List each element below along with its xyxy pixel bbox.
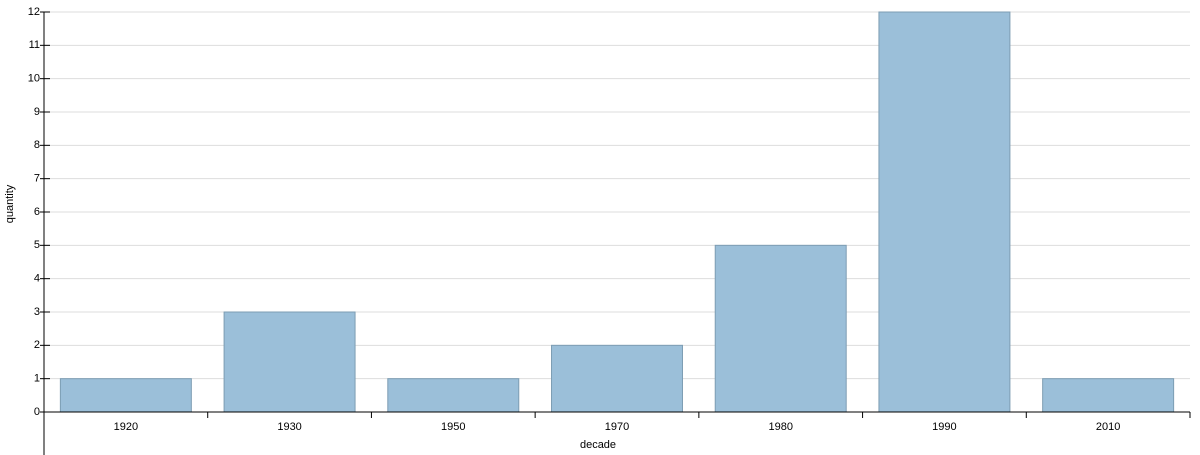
bar: [1042, 378, 1175, 413]
x-tick-label: 1920: [114, 421, 138, 433]
y-tick-label: 6: [34, 206, 40, 218]
x-tick-label: 1990: [932, 421, 956, 433]
y-tick-label: 5: [34, 239, 40, 251]
x-tick-label: 2010: [1096, 421, 1120, 433]
bar: [714, 244, 847, 413]
y-tick-label: 12: [28, 6, 40, 18]
x-axis-label: decade: [580, 439, 616, 451]
x-tick-label: 1970: [605, 421, 629, 433]
x-tick-label: 1930: [277, 421, 301, 433]
bar: [223, 311, 356, 413]
y-tick-label: 2: [34, 339, 40, 351]
bar: [878, 11, 1011, 413]
y-tick-label: 7: [34, 173, 40, 185]
x-tick-label: 1950: [441, 421, 465, 433]
y-tick-label: 1: [34, 373, 40, 385]
y-tick-label: 8: [34, 139, 40, 151]
bar: [387, 378, 520, 413]
y-tick-label: 0: [34, 406, 40, 418]
y-tick-label: 10: [28, 73, 40, 85]
x-tick-label: 1980: [768, 421, 792, 433]
y-tick-label: 3: [34, 306, 40, 318]
y-axis-label: quantity: [4, 184, 16, 223]
y-tick-label: 9: [34, 106, 40, 118]
y-tick-label: 4: [34, 273, 40, 285]
bar: [59, 378, 192, 413]
bar: [551, 344, 683, 413]
y-tick-label: 11: [29, 39, 40, 51]
